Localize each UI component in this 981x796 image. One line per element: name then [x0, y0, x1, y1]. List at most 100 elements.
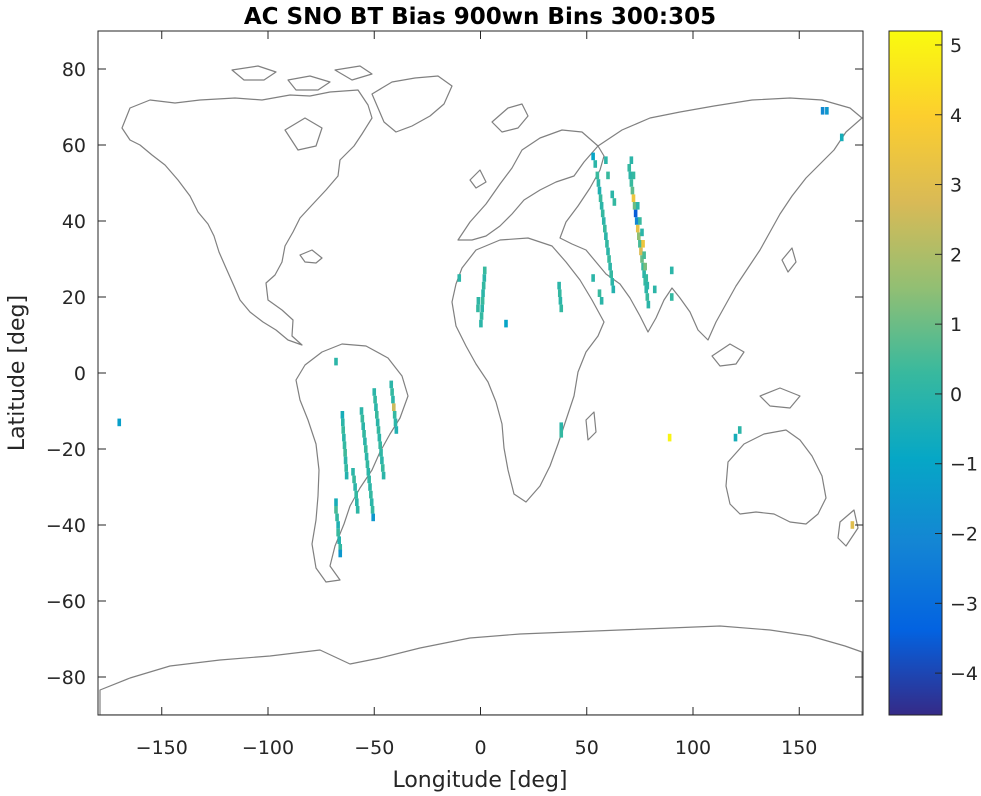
- bias-cell: [591, 274, 595, 282]
- bias-cell: [642, 251, 646, 259]
- bias-cell: [370, 506, 375, 514]
- bias-cell: [608, 262, 612, 271]
- bias-cell: [591, 152, 595, 161]
- bias-cell: [557, 281, 561, 290]
- bias-cell: [825, 107, 829, 115]
- colorbar-ticks: −4 −3 −2 −1 0 1 2 3 4 5: [935, 35, 978, 685]
- bias-cell: [479, 312, 484, 320]
- bias-cell: [457, 274, 462, 282]
- bias-cell: [367, 475, 371, 484]
- bias-cell: [336, 521, 340, 529]
- bias-cell: [343, 449, 347, 457]
- bias-cell: [336, 528, 340, 537]
- bias-cell: [476, 304, 480, 313]
- bias-cell: [481, 281, 486, 290]
- bias-cell: [334, 357, 338, 366]
- x-tick-label: 50: [575, 737, 599, 759]
- bias-cell: [371, 513, 375, 522]
- bias-cell: [667, 433, 672, 442]
- bias-cell: [642, 270, 646, 278]
- bias-cell: [504, 319, 508, 328]
- bias-cell: [639, 247, 643, 256]
- x-axis-ticks: −150 −100 −50 0 50 100 150: [136, 31, 817, 759]
- bias-cell: [595, 171, 600, 180]
- bias-cell: [643, 262, 647, 271]
- bias-cell: [607, 255, 611, 263]
- bias-cell: [380, 464, 385, 472]
- bias-cell: [480, 304, 484, 313]
- bias-cell: [557, 289, 562, 297]
- bias-cell: [631, 194, 636, 202]
- y-tick-label: 80: [62, 59, 86, 81]
- x-axis-label: Longitude [deg]: [392, 768, 567, 793]
- y-tick-label: −40: [46, 515, 86, 537]
- bias-cell: [360, 414, 365, 423]
- bias-cell: [365, 460, 370, 468]
- bias-cell: [640, 228, 644, 237]
- bias-cell: [641, 262, 645, 271]
- bias-cell: [380, 456, 384, 465]
- bias-cell: [606, 247, 610, 256]
- bias-cell: [733, 433, 738, 442]
- bias-cell: [600, 209, 605, 218]
- bias-cell: [480, 297, 485, 305]
- bias-cell: [369, 498, 374, 506]
- bias-cell: [479, 319, 483, 328]
- bias-cell: [645, 293, 650, 301]
- colorbar: [888, 30, 943, 716]
- bias-cell: [610, 190, 615, 199]
- bias-cell: [359, 407, 364, 415]
- bias-cell: [374, 403, 378, 411]
- colorbar-tick-label: 1: [950, 314, 962, 336]
- coastlines: [99, 65, 863, 715]
- bias-cell: [601, 217, 606, 225]
- bias-cell: [341, 426, 346, 434]
- colorbar-tick-label: 3: [950, 175, 962, 197]
- bias-cell: [343, 456, 348, 465]
- bias-cell: [334, 506, 338, 514]
- colorbar-tick-label: 0: [950, 384, 962, 406]
- bias-cell: [839, 133, 844, 142]
- colorbar-tick-label: −1: [950, 454, 978, 476]
- bias-cell: [366, 468, 371, 476]
- y-tick-label: −20: [46, 439, 86, 461]
- bias-cell: [342, 433, 346, 442]
- bias-cell: [338, 544, 343, 552]
- bias-cell: [599, 297, 604, 305]
- bias-cell: [341, 418, 345, 427]
- bias-cell: [638, 217, 642, 225]
- chart-title: AC SNO BT Bias 900wn Bins 300:305: [244, 4, 716, 30]
- bias-cell: [363, 437, 367, 446]
- bias-cell: [597, 186, 602, 195]
- x-tick-label: −50: [354, 737, 394, 759]
- bias-cell: [633, 209, 638, 218]
- bias-cell: [669, 293, 674, 301]
- bias-cell: [645, 281, 650, 290]
- colorbar-tick-label: 2: [950, 244, 962, 266]
- bias-cell: [394, 426, 399, 434]
- bias-cell: [635, 202, 640, 210]
- bias-cell: [593, 160, 598, 168]
- bias-cell: [390, 388, 394, 396]
- bias-cell: [599, 202, 604, 210]
- bias-cell: [609, 270, 613, 278]
- bias-cell: [737, 426, 742, 434]
- bias-cell: [355, 498, 359, 506]
- bias-cell: [641, 240, 645, 248]
- bias-cell: [481, 289, 485, 297]
- bias-cell: [340, 411, 345, 419]
- bias-cell: [391, 395, 395, 404]
- bias-cell: [629, 156, 634, 164]
- colorbar-tick-label: −2: [950, 524, 978, 546]
- bias-cell: [393, 418, 398, 427]
- bias-cell: [355, 506, 360, 514]
- bias-cell: [351, 468, 355, 476]
- bias-cell: [389, 380, 394, 389]
- bias-cell: [361, 422, 365, 430]
- x-tick-label: −100: [242, 737, 294, 759]
- y-tick-label: −60: [46, 591, 86, 613]
- bias-cell: [378, 441, 382, 449]
- y-tick-label: 20: [62, 287, 86, 309]
- bias-cell: [644, 274, 649, 282]
- colorbar-tick-label: 4: [950, 105, 962, 127]
